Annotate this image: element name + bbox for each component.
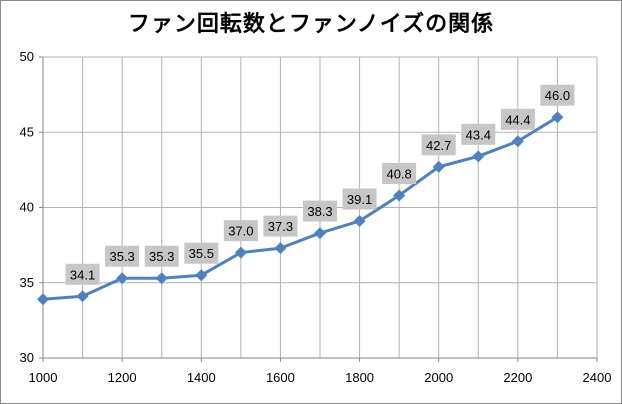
x-tick-label: 2400 <box>583 370 612 385</box>
y-tick-label: 50 <box>20 49 34 64</box>
y-tick-label: 35 <box>20 275 34 290</box>
data-point <box>76 290 89 303</box>
y-tick-labels: 30 35 40 45 50 <box>20 49 34 365</box>
data-label-box <box>223 220 258 242</box>
x-tick-label: 1200 <box>108 370 137 385</box>
x-tick-label: 1000 <box>29 370 58 385</box>
y-tick-label: 40 <box>20 200 34 215</box>
data-label: 44.4 <box>505 112 530 127</box>
data-label: 42.7 <box>426 138 451 153</box>
data-label: 35.3 <box>149 249 174 264</box>
y-tick-label: 30 <box>20 350 34 365</box>
data-label: 35.3 <box>109 249 134 264</box>
data-label: 35.5 <box>189 246 214 261</box>
data-point <box>511 135 524 148</box>
data-label: 40.8 <box>386 166 411 181</box>
x-tick-labels: 1000 1200 1400 1600 1800 2000 2200 2400 <box>29 370 612 385</box>
data-point <box>195 269 208 282</box>
data-label-box <box>105 245 140 267</box>
data-point <box>116 272 129 285</box>
data-label-box <box>500 108 535 130</box>
data-label: 39.1 <box>347 192 372 207</box>
data-label-box <box>421 134 456 156</box>
data-label: 37.0 <box>228 224 253 239</box>
data-point <box>472 150 485 163</box>
data-label-box <box>65 263 100 285</box>
data-point <box>155 272 168 285</box>
data-label: 37.3 <box>268 219 293 234</box>
data-label: 38.3 <box>307 204 332 219</box>
data-point <box>314 227 326 240</box>
series <box>37 111 564 306</box>
axes <box>39 56 598 362</box>
data-label: 34.1 <box>70 267 95 282</box>
data-label: 46.0 <box>545 88 570 103</box>
series-line <box>42 115 559 301</box>
data-labels: 34.1 35.3 35.3 35.5 37.0 37.3 38.3 39.1 40.8 42.7… <box>65 84 575 285</box>
data-label-box <box>144 245 179 267</box>
x-tick-label: 2200 <box>503 370 532 385</box>
data-point <box>432 160 445 173</box>
data-label-box <box>263 215 298 237</box>
x-tick-label: 1600 <box>266 370 295 385</box>
x-tick-label: 2000 <box>424 370 453 385</box>
chart-title: ファン回転数とファンノイズの関係 <box>127 12 495 37</box>
data-point <box>551 111 564 124</box>
data-point <box>393 189 406 202</box>
data-label-box <box>540 84 575 106</box>
data-label-box <box>184 242 219 264</box>
data-label-box <box>382 162 417 184</box>
data-point <box>37 293 49 306</box>
x-tick-label: 1400 <box>187 370 216 385</box>
data-point <box>353 215 366 228</box>
x-tick-label: 1800 <box>345 370 374 385</box>
data-label: 43.4 <box>466 127 491 142</box>
data-point <box>274 242 287 255</box>
y-tick-label: 45 <box>20 124 34 139</box>
data-point <box>234 246 247 259</box>
data-label-box <box>303 200 337 222</box>
data-label-box <box>342 188 377 210</box>
data-label-box <box>461 123 496 145</box>
